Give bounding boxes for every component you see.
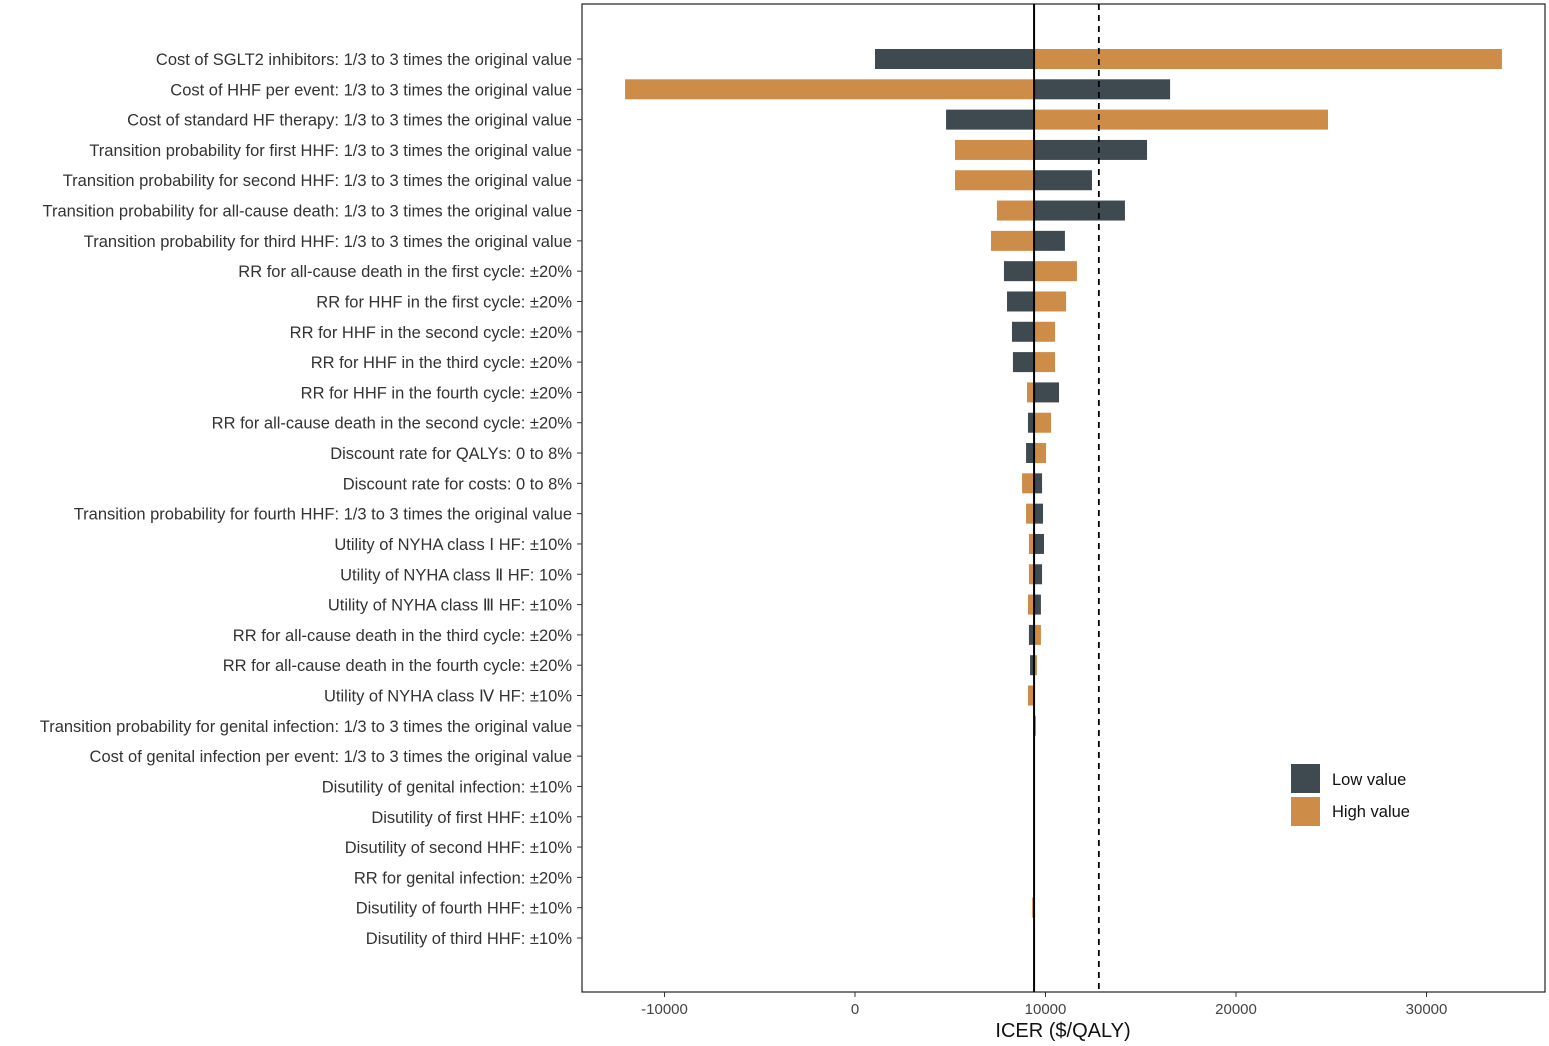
bar-high (1034, 624, 1041, 645)
bar-high (991, 230, 1035, 251)
bar-high (1034, 655, 1037, 676)
bar-low (1007, 291, 1035, 312)
row-label: Disutility of first HHF: ±10% (371, 809, 572, 827)
row-label: Cost of HHF per event: 1/3 to 3 times th… (170, 81, 572, 99)
bar-low (1027, 412, 1035, 433)
row-label: Utility of NYHA class Ⅳ HF: ±10% (324, 688, 572, 706)
x-tick-label: -10000 (641, 1001, 688, 1018)
bar-low (1011, 321, 1035, 342)
row-label: Transition probability for first HHF: 1/… (89, 142, 572, 160)
bar-high (996, 200, 1035, 221)
legend-swatch-high (1291, 797, 1320, 826)
bar-high (1034, 49, 1502, 69)
row-label: RR for HHF in the second cycle: ±20% (290, 324, 573, 342)
row-label: RR for all-cause death in the second cyc… (212, 415, 573, 433)
bar-low (1034, 200, 1125, 221)
row-label: Cost of standard HF therapy: 1/3 to 3 ti… (127, 112, 572, 130)
row-label: Utility of NYHA class Ⅰ HF: ±10% (334, 536, 572, 554)
bar-high (1026, 503, 1035, 524)
bar-high (1034, 109, 1329, 130)
legend: Low value High value (1291, 764, 1410, 826)
row-label: Transition probability for fourth HHF: 1… (74, 506, 572, 524)
row-label: RR for all-cause death in the fourth cyc… (223, 657, 573, 675)
row-label: Discount rate for QALYs: 0 to 8% (330, 445, 572, 463)
row-label: RR for HHF in the first cycle: ±20% (316, 293, 572, 311)
row-label: Disutility of second HHF: ±10% (345, 839, 573, 857)
row-label: Discount rate for costs: 0 to 8% (343, 475, 573, 493)
row-label: Transition probability for genital infec… (40, 718, 572, 736)
bar-high (1034, 352, 1056, 373)
row-label: Utility of NYHA class Ⅲ HF: ±10% (328, 597, 572, 615)
bar-low (1012, 352, 1035, 373)
x-tick-label: 0 (851, 1001, 859, 1018)
row-label: Cost of SGLT2 inhibitors: 1/3 to 3 times… (156, 51, 572, 69)
bar-high (955, 139, 1035, 160)
x-tick-label: 30000 (1406, 1001, 1448, 1018)
row-label: RR for genital infection: ±20% (354, 869, 572, 887)
bar-high (1034, 412, 1052, 433)
bar-low (946, 109, 1035, 130)
row-label: Transition probability for third HHF: 1/… (84, 233, 572, 251)
bar-low (1034, 230, 1065, 251)
bar-high (1027, 382, 1035, 403)
row-label: Disutility of third HHF: ±10% (366, 930, 573, 948)
bar-high (625, 79, 1035, 100)
row-label: RR for all-cause death in the third cycl… (233, 627, 573, 645)
legend-label-low: Low value (1332, 771, 1406, 789)
row-label: Transition probability for all-cause dea… (42, 203, 572, 221)
bar-high (1028, 564, 1035, 585)
bar-low (1034, 564, 1043, 585)
row-label: RR for all-cause death in the first cycl… (238, 263, 572, 281)
bar-low (1026, 443, 1035, 464)
row-label: Utility of NYHA class Ⅱ HF: 10% (340, 566, 572, 584)
bar-low (1034, 382, 1060, 403)
x-tick-label: 10000 (1025, 1001, 1067, 1018)
row-label: RR for HHF in the third cycle: ±20% (311, 354, 573, 372)
bar-low (1034, 594, 1041, 615)
bar-low (1028, 624, 1035, 645)
legend-label-high: High value (1332, 803, 1410, 821)
bar-high (1027, 594, 1035, 615)
row-label: Cost of genital infection per event: 1/3… (90, 748, 572, 766)
bar-low (1034, 533, 1044, 554)
x-tick-label: 20000 (1215, 1001, 1257, 1018)
bar-low (1034, 170, 1092, 191)
row-label: Transition probability for second HHF: 1… (63, 172, 572, 190)
bar-low (1030, 655, 1035, 676)
bar-high (1034, 261, 1077, 282)
bar-high (955, 170, 1035, 191)
plot-panel (581, 3, 1546, 993)
bar-high (1027, 685, 1035, 706)
bar-high (1034, 321, 1056, 342)
bar-high (1028, 533, 1035, 554)
bar-low (1003, 261, 1035, 282)
bar-low (875, 49, 1035, 69)
row-label: Disutility of genital infection: ±10% (322, 778, 573, 796)
bar-high (1022, 473, 1035, 494)
x-axis-title: ICER ($/QALY) (995, 1020, 1130, 1042)
row-label: Disutility of fourth HHF: ±10% (356, 900, 573, 918)
bar-low (1034, 139, 1148, 160)
bar-low (1034, 79, 1171, 100)
row-label: RR for HHF in the fourth cycle: ±20% (301, 384, 573, 402)
bar-low (1034, 503, 1044, 524)
bar-high (1034, 443, 1047, 464)
legend-swatch-low (1291, 764, 1320, 793)
bar-high (1034, 291, 1067, 312)
bar-low (1034, 473, 1043, 494)
